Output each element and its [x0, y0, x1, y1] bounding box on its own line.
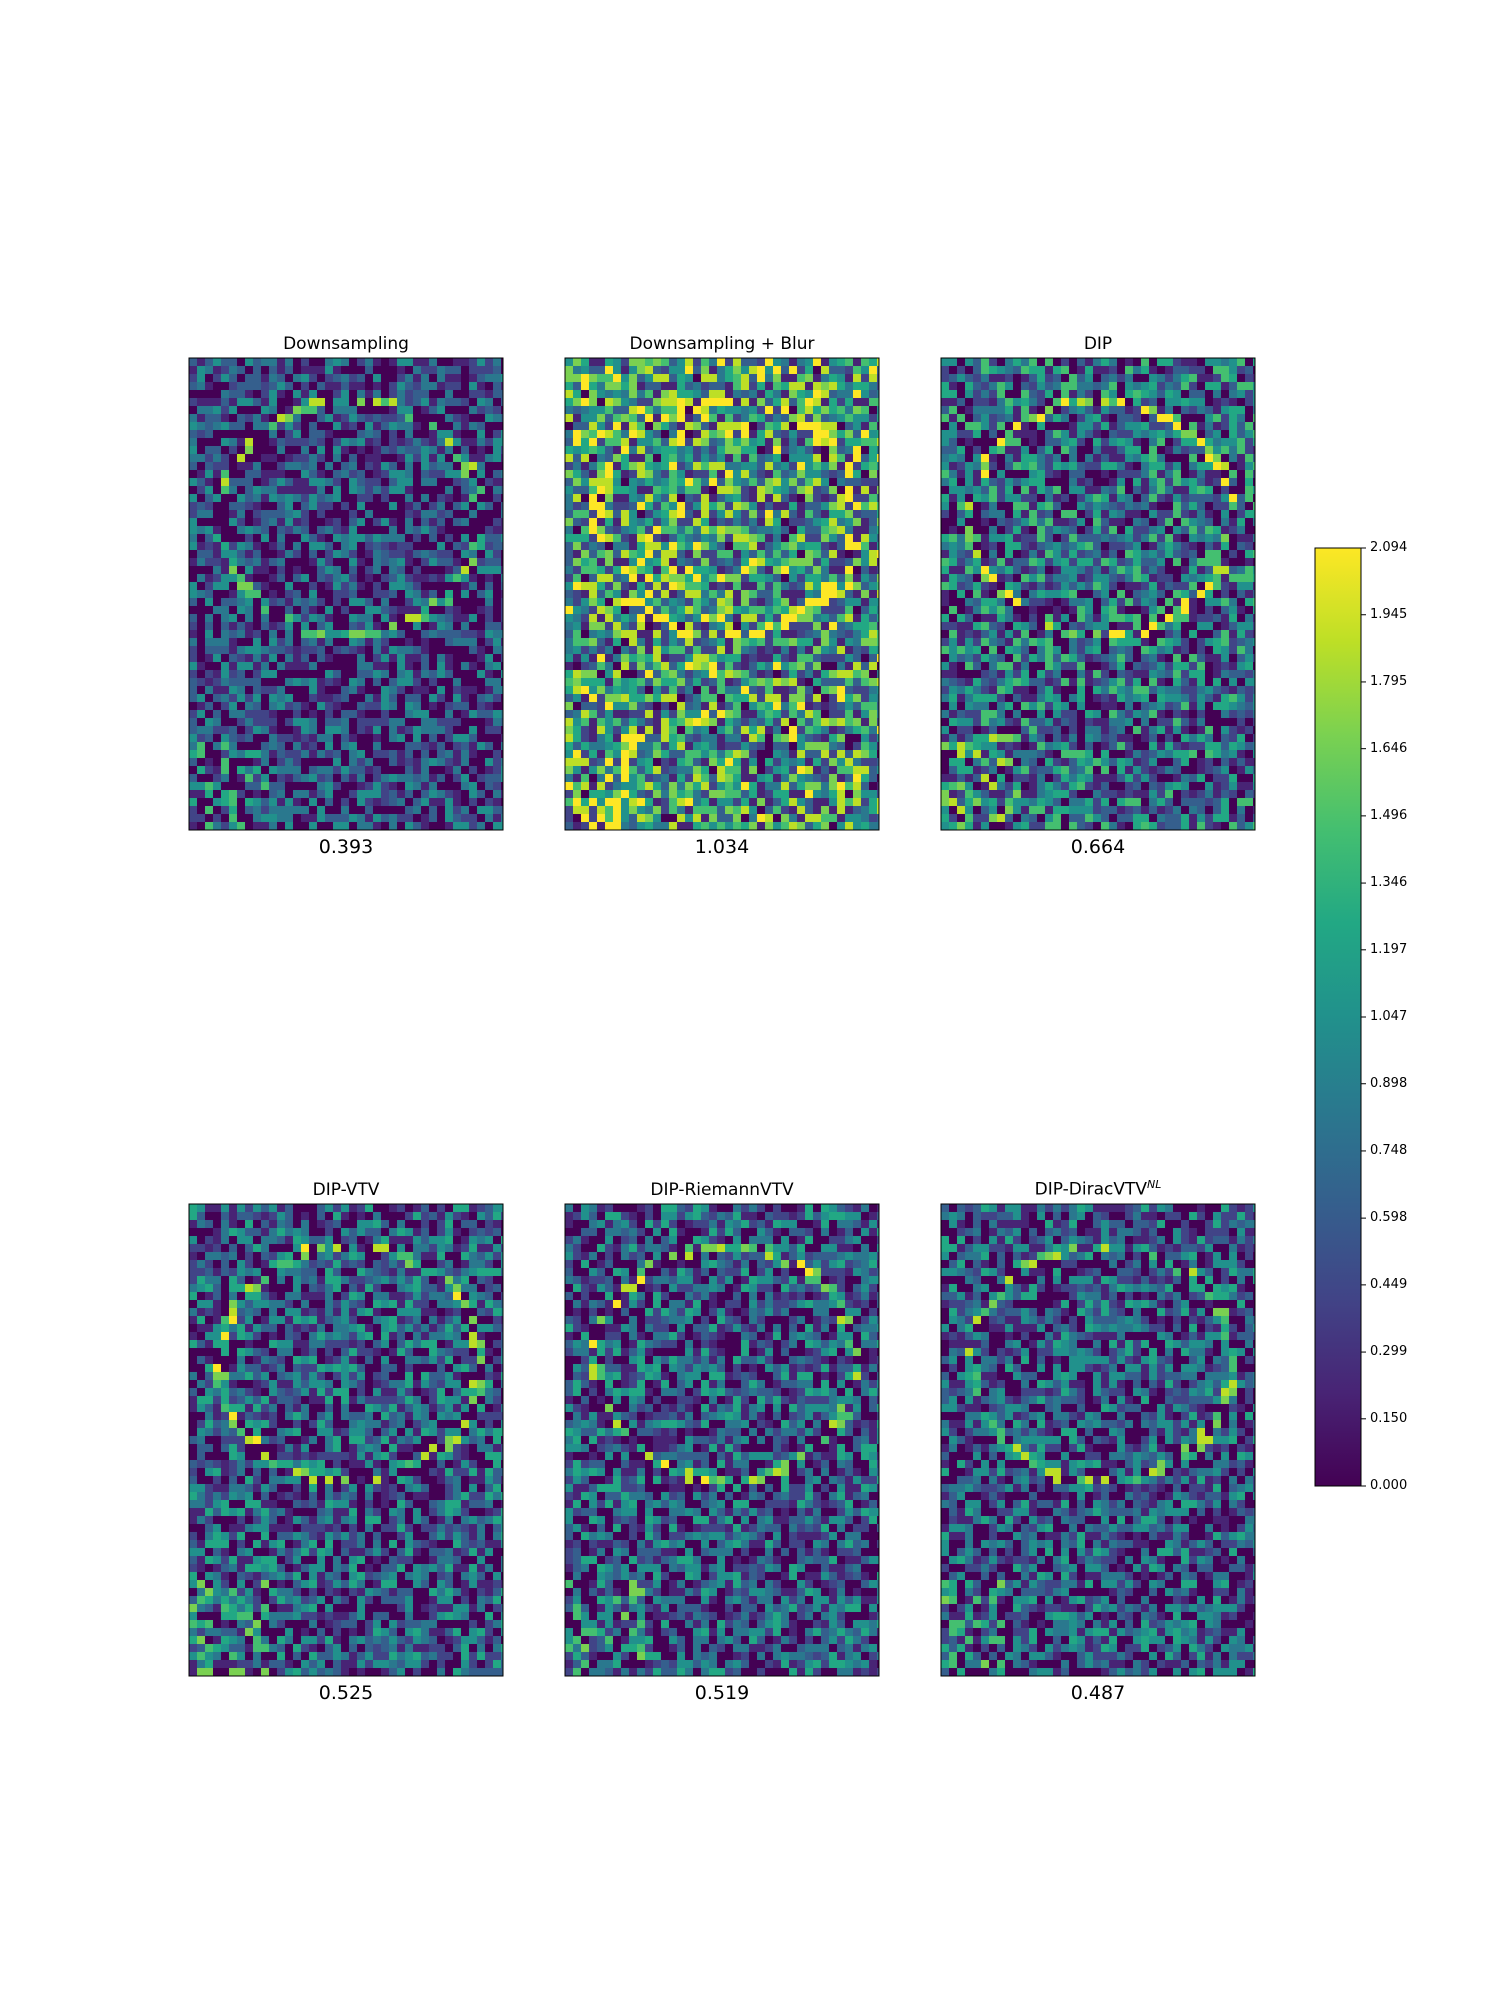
colorbar-tick-label: 1.047	[1370, 1009, 1408, 1024]
colorbar-tick-label: 1.496	[1370, 807, 1408, 823]
panel-value-dip-diracvtv: 0.487	[1070, 1682, 1126, 1704]
colorbar-tick-label: 0.898	[1370, 1075, 1408, 1091]
error-map-panel-2	[940, 357, 1256, 831]
panel-title-dip: DIP	[1083, 334, 1113, 354]
colorbar-tick-label: 0.598	[1370, 1210, 1408, 1226]
colorbar-tick-label: 1.346	[1370, 875, 1408, 891]
panel-title-dip-vtv: DIP-VTV	[312, 1180, 380, 1200]
panel-title-downsampling: Downsampling	[283, 334, 409, 354]
error-map-panel-0	[188, 357, 504, 831]
colorbar-tick-label: 0.748	[1370, 1142, 1408, 1158]
colorbar-tick-label: 2.094	[1370, 540, 1408, 555]
panel-value-dip: 0.664	[1070, 836, 1126, 858]
error-map-panel-5	[940, 1203, 1256, 1677]
panel-title-dip-diracvtv: DIP-DiracVTVNL	[1034, 1178, 1162, 1200]
colorbar-tick-label: 0.000	[1370, 1478, 1408, 1493]
colorbar-tick-label: 1.945	[1370, 606, 1408, 622]
colorbar-tick-label: 0.299	[1370, 1344, 1408, 1360]
colorbar	[1314, 547, 1362, 1487]
colorbar-tick-label: 0.449	[1370, 1276, 1408, 1292]
panel-value-downsampling-blur: 1.034	[694, 836, 750, 858]
panel-value-downsampling: 0.393	[318, 836, 374, 858]
colorbar-tick-label: 0.150	[1370, 1410, 1408, 1426]
error-map-panel-1	[564, 357, 880, 831]
colorbar-tick-label: 1.646	[1370, 740, 1408, 756]
panel-title-downsampling-blur: Downsampling + Blur	[629, 334, 815, 354]
panel-title-dip-riemannvtv: DIP-RiemannVTV	[650, 1180, 794, 1200]
colorbar-tick-label: 1.795	[1370, 673, 1408, 689]
error-map-panel-4	[564, 1203, 880, 1677]
colorbar-tick-label: 1.197	[1370, 941, 1408, 957]
panel-value-dip-riemannvtv: 0.519	[694, 1682, 750, 1704]
error-map-panel-3	[188, 1203, 504, 1677]
panel-value-dip-vtv: 0.525	[318, 1682, 374, 1704]
